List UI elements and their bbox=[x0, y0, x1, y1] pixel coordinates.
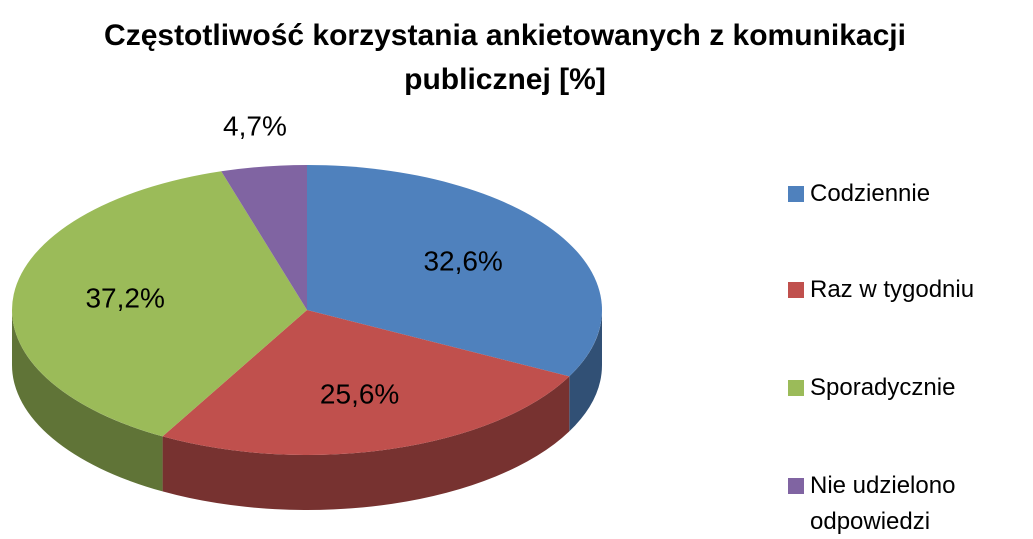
pie-slice bbox=[221, 165, 307, 310]
pie-side bbox=[162, 376, 570, 510]
pie-sides bbox=[12, 310, 602, 510]
pie-area: 32,6% 25,6% 37,2% 4,7% bbox=[12, 110, 602, 510]
legend-label: Sporadycznie bbox=[810, 374, 956, 401]
legend-label: Nie udzielono odpowiedzi bbox=[810, 472, 956, 535]
legend-label: Raz w tygodniu bbox=[810, 276, 975, 303]
legend-label: Codziennie bbox=[810, 180, 931, 207]
pie-slice bbox=[162, 310, 570, 455]
legend-swatch bbox=[788, 282, 804, 298]
pie-side bbox=[12, 310, 163, 492]
data-label: 4,7% bbox=[223, 110, 287, 141]
legend-swatch bbox=[788, 186, 804, 202]
legend-swatch bbox=[788, 380, 804, 396]
legend-item: Raz w tygodniu bbox=[788, 272, 1028, 308]
legend-swatch bbox=[788, 478, 804, 494]
data-label: 25,6% bbox=[320, 378, 399, 409]
chart-title: Częstotliwość korzystania ankietowanych … bbox=[104, 19, 906, 96]
legend-item: Sporadycznie bbox=[788, 370, 1028, 406]
pie-slice bbox=[307, 165, 602, 377]
data-label: 32,6% bbox=[423, 246, 502, 277]
legend-item: Nie udzielono odpowiedzi bbox=[788, 468, 1028, 539]
data-label: 37,2% bbox=[85, 283, 164, 314]
pie-slice bbox=[12, 171, 308, 437]
pie-side bbox=[569, 310, 602, 432]
pie-tops bbox=[12, 165, 602, 455]
legend-item: Codziennie bbox=[788, 176, 1028, 212]
